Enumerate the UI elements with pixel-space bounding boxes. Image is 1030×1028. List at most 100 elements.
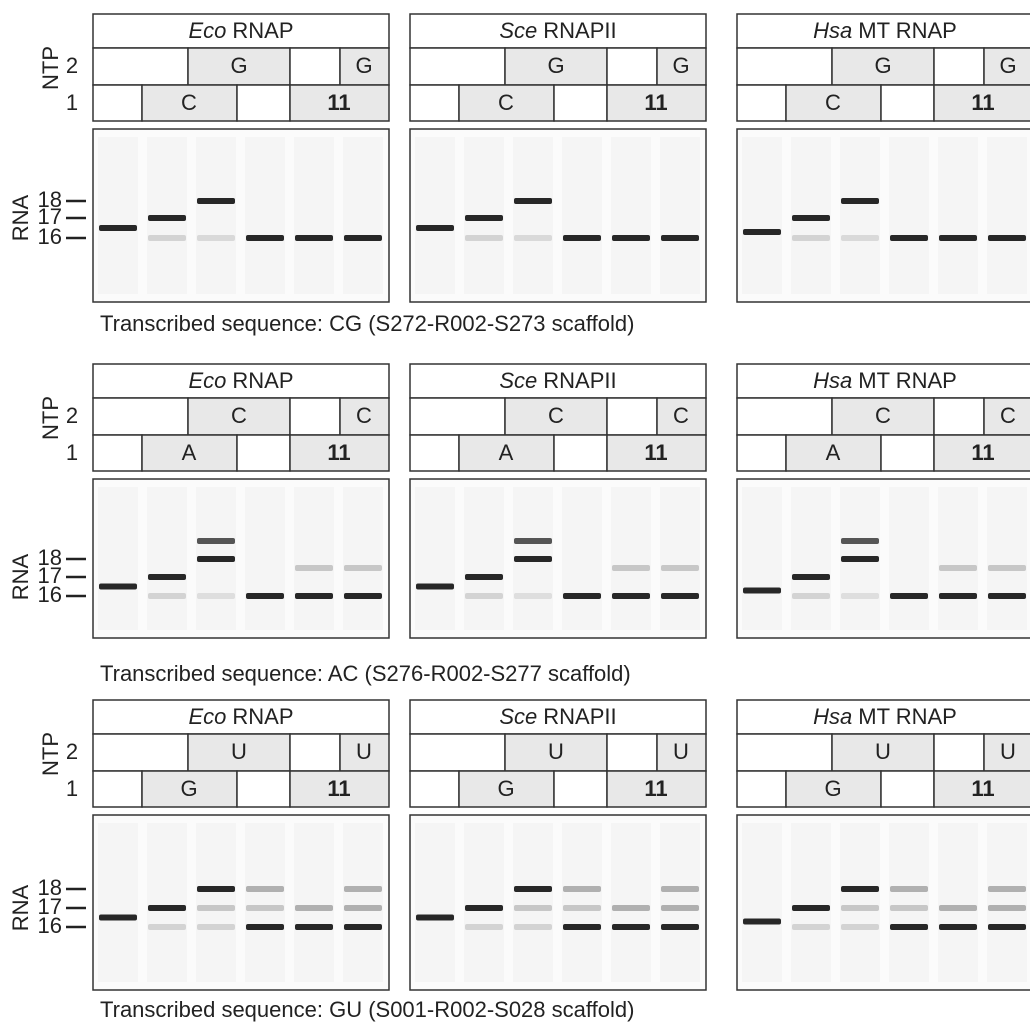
band — [612, 565, 650, 571]
cell — [554, 771, 607, 807]
band — [792, 235, 830, 241]
ntp-row-label: 2 — [66, 403, 78, 428]
cell — [607, 734, 657, 771]
marker-label: 16 — [38, 913, 62, 938]
ntp1-label: C — [498, 90, 514, 115]
ntp1-label: A — [182, 440, 197, 465]
ntp-row-label: 2 — [66, 739, 78, 764]
band — [344, 905, 382, 911]
cell — [554, 85, 607, 121]
band — [939, 593, 977, 599]
band — [988, 924, 1026, 930]
cell — [554, 435, 607, 471]
band — [890, 905, 928, 911]
band — [197, 924, 235, 930]
band — [890, 235, 928, 241]
band — [148, 905, 186, 911]
band — [148, 593, 186, 599]
lane-smear — [464, 487, 504, 630]
ntp2-label: C — [231, 403, 247, 428]
enzyme: MT RNAP — [858, 368, 957, 393]
cell — [881, 435, 934, 471]
ntp-row-label: 2 — [66, 53, 78, 78]
band — [841, 886, 879, 892]
cell — [290, 398, 340, 435]
lane-smear — [742, 823, 782, 982]
lane-smear — [98, 137, 138, 294]
band — [841, 556, 879, 562]
panel-title: EcoRNAP — [188, 368, 293, 393]
band — [612, 924, 650, 930]
lane-smear — [147, 487, 187, 630]
rna-label: RNA — [8, 194, 33, 241]
ntp2-label: U — [673, 739, 689, 764]
lane-smear — [938, 137, 978, 294]
ntp1-label: C — [825, 90, 841, 115]
band — [890, 593, 928, 599]
cell — [410, 85, 459, 121]
band — [416, 584, 454, 590]
band — [197, 235, 235, 241]
cell — [410, 398, 505, 435]
marker-label: 16 — [38, 224, 62, 249]
caption: Transcribed sequence: AC (S276-R002-S277… — [100, 661, 631, 686]
cell — [93, 48, 188, 85]
lane-smear — [791, 487, 831, 630]
rna-label: RNA — [8, 884, 33, 931]
lane-smear — [196, 823, 236, 982]
lane-smear — [294, 487, 334, 630]
band — [295, 593, 333, 599]
enzyme: RNAPII — [543, 704, 616, 729]
cell — [934, 48, 984, 85]
cell — [934, 398, 984, 435]
enzyme: RNAP — [232, 18, 293, 43]
band — [661, 924, 699, 930]
ntp2-label: U — [548, 739, 564, 764]
band — [99, 584, 137, 590]
band — [939, 905, 977, 911]
cell — [410, 48, 505, 85]
band — [661, 905, 699, 911]
band — [465, 924, 503, 930]
band — [344, 565, 382, 571]
cell — [737, 771, 786, 807]
ntp-label: NTP — [38, 396, 63, 440]
ntp1-label: 11 — [971, 440, 994, 465]
page: {"rows":[ {"ntp_label":"NTP","ntp_rows":… — [0, 0, 1030, 1028]
ntp1-label: 11 — [644, 440, 667, 465]
band — [344, 924, 382, 930]
band — [988, 565, 1026, 571]
ntp2-label: G — [672, 53, 689, 78]
band — [246, 924, 284, 930]
species: Eco — [188, 368, 226, 393]
band — [939, 235, 977, 241]
ntp1-label: 11 — [644, 776, 667, 801]
band — [465, 215, 503, 221]
band — [743, 229, 781, 235]
ntp2-label: U — [356, 739, 372, 764]
cell — [237, 771, 290, 807]
band — [661, 565, 699, 571]
ntp-label: NTP — [38, 46, 63, 90]
band — [988, 886, 1026, 892]
band — [612, 593, 650, 599]
band — [295, 924, 333, 930]
band — [792, 593, 830, 599]
band — [197, 556, 235, 562]
band — [465, 593, 503, 599]
band — [344, 886, 382, 892]
band — [148, 235, 186, 241]
band — [612, 235, 650, 241]
cell — [93, 435, 142, 471]
panel-title: HsaMT RNAP — [813, 368, 957, 393]
band — [246, 235, 284, 241]
lane-smear — [196, 137, 236, 294]
caption: Transcribed sequence: CG (S272-R002-S273… — [100, 311, 634, 336]
lane-smear — [889, 137, 929, 294]
lane-smear — [415, 823, 455, 982]
band — [246, 886, 284, 892]
ntp1-label: A — [499, 440, 514, 465]
band — [197, 593, 235, 599]
enzyme: RNAPII — [543, 18, 616, 43]
